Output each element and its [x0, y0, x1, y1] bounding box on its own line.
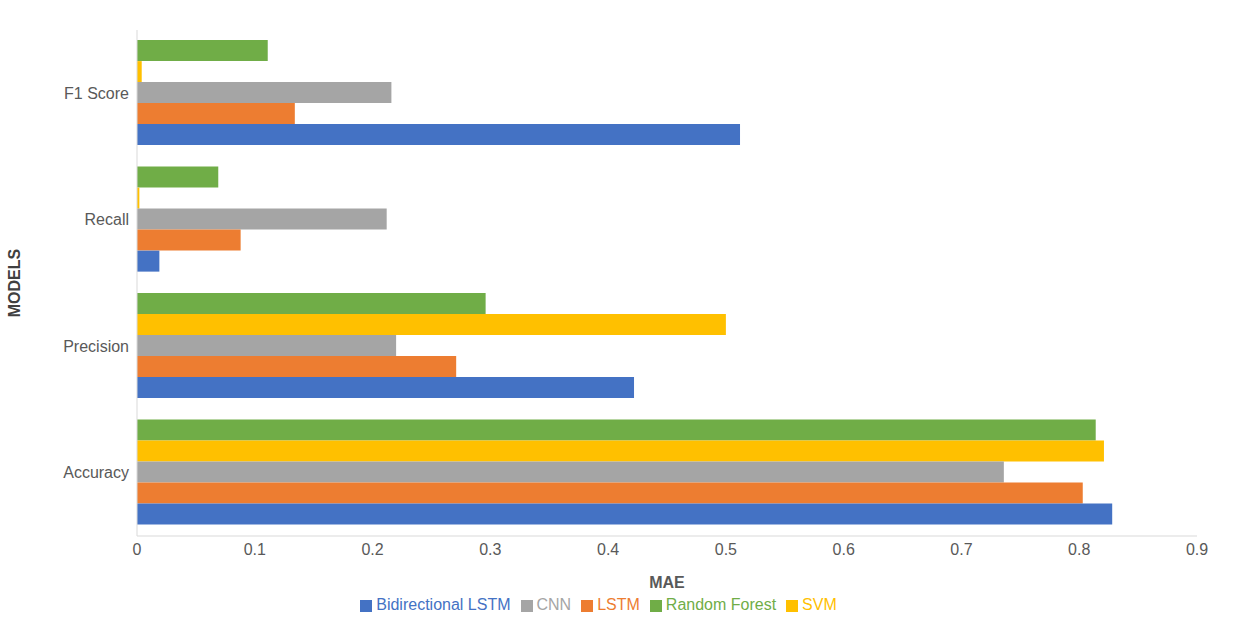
- html-text:Bidirectional LSTM: Bidirectional LSTM: [376, 596, 511, 613]
- svg-text:0.7: 0.7: [950, 541, 972, 558]
- svg-text:0: 0: [133, 541, 142, 558]
- svg-text:0.3: 0.3: [479, 541, 501, 558]
- html-text:SVM: SVM: [802, 596, 837, 613]
- svg-text:0.5: 0.5: [715, 541, 737, 558]
- svg-text:Recall: Recall: [85, 211, 129, 228]
- svg-text:0.9: 0.9: [1186, 541, 1208, 558]
- html-text:Random Forest: Random Forest: [665, 596, 777, 613]
- html-text:CNN: CNN: [536, 596, 572, 613]
- svg-text:0.2: 0.2: [361, 541, 383, 558]
- svg-text:MAE: MAE: [649, 574, 685, 591]
- svg-text:0.8: 0.8: [1068, 541, 1090, 558]
- svg-text:Precision: Precision: [63, 338, 129, 355]
- svg-text:F1 Score: F1 Score: [64, 85, 129, 102]
- svg-text:0.1: 0.1: [244, 541, 266, 558]
- svg-text:Accuracy: Accuracy: [63, 464, 129, 481]
- svg-text:0.4: 0.4: [597, 541, 619, 558]
- svg-text:0.6: 0.6: [833, 541, 855, 558]
- html-text:LSTM: LSTM: [597, 596, 640, 613]
- svg-text:MODELS: MODELS: [6, 248, 23, 317]
